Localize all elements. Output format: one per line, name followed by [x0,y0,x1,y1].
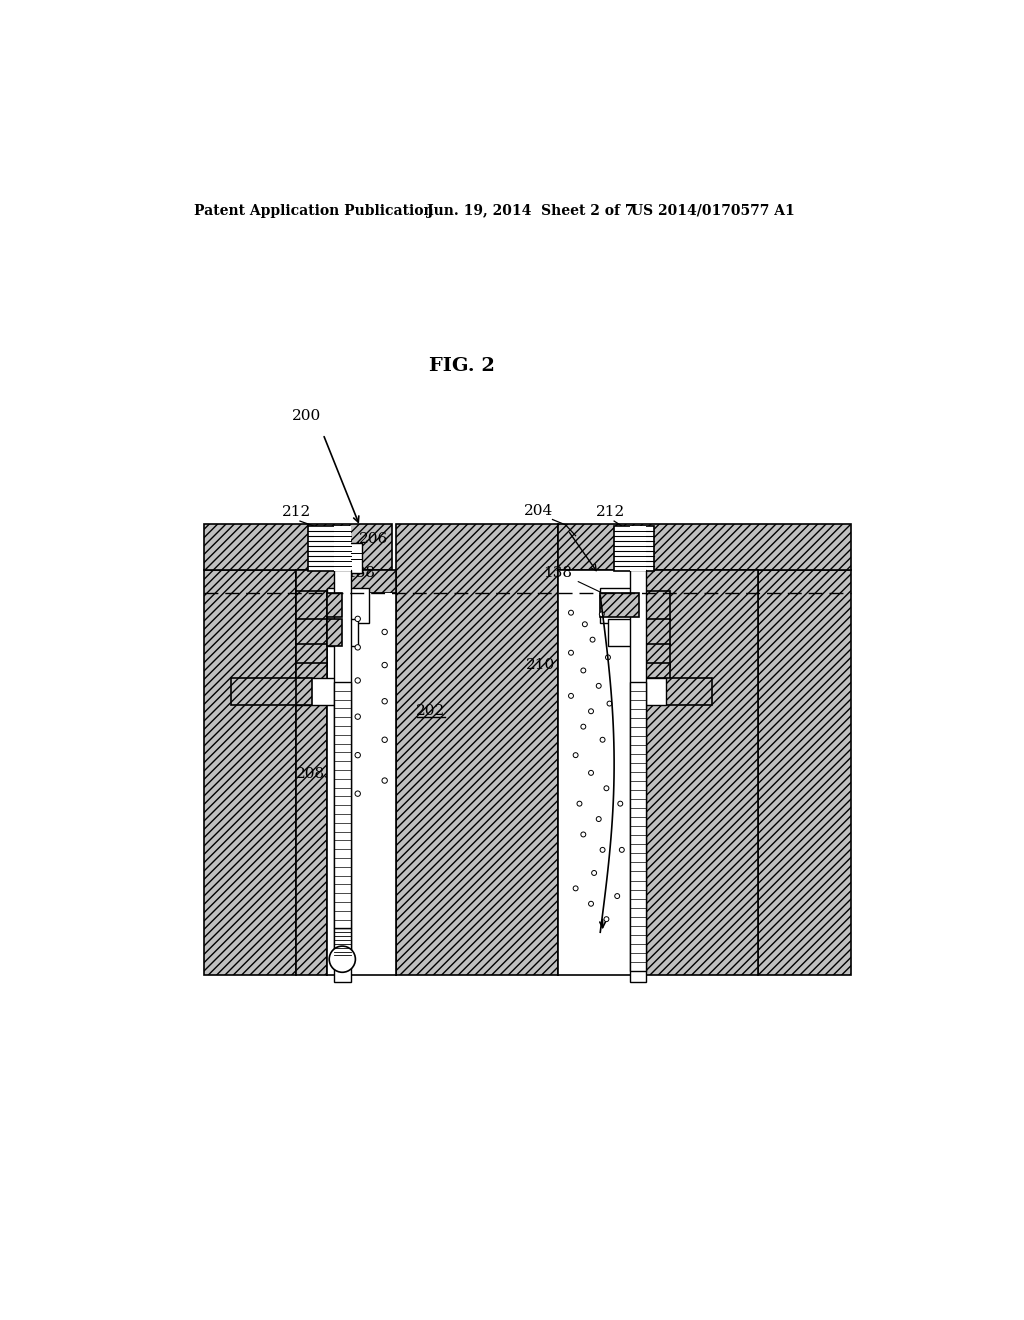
Text: 206: 206 [358,532,388,545]
Circle shape [600,847,605,853]
Text: FIG. 2: FIG. 2 [429,358,495,375]
Circle shape [573,752,579,758]
Text: 116: 116 [298,659,328,672]
Text: 138: 138 [346,566,375,579]
Circle shape [355,752,360,758]
Bar [204,570,296,974]
Bar [334,527,351,572]
Bar [334,570,351,982]
Bar [334,928,351,960]
Circle shape [620,847,625,853]
Bar [296,678,311,705]
Bar [296,678,335,705]
Bar [558,570,639,974]
Bar [639,619,670,645]
Circle shape [581,725,586,729]
Bar [558,524,851,570]
Circle shape [355,714,360,719]
Circle shape [573,886,579,891]
Bar [630,682,646,970]
Bar [296,591,327,620]
Bar [608,619,639,645]
Bar [230,678,300,705]
Circle shape [330,946,355,973]
Circle shape [599,611,604,616]
Bar [296,644,327,667]
Text: 200: 200 [292,409,322,424]
Text: 202: 202 [416,705,445,718]
Circle shape [600,738,605,742]
Circle shape [589,771,594,775]
Bar [630,527,646,572]
Bar [334,682,351,928]
Bar [639,678,712,705]
Circle shape [568,651,573,655]
Bar [327,589,370,623]
Circle shape [604,785,609,791]
Text: 138: 138 [543,566,571,579]
Bar [296,619,327,645]
Text: 204: 204 [524,504,553,517]
Bar [396,524,558,974]
Bar [639,678,666,705]
Circle shape [596,684,601,688]
Circle shape [607,701,612,706]
Circle shape [382,737,387,742]
Circle shape [604,916,609,921]
Bar [600,589,639,623]
Bar [614,527,654,572]
Circle shape [355,644,360,649]
Bar [639,663,670,682]
Circle shape [596,817,601,821]
Bar [204,524,392,570]
Circle shape [589,902,594,907]
Circle shape [617,801,623,807]
Bar [639,591,670,620]
Bar [327,619,357,645]
Bar [296,663,327,682]
Circle shape [382,698,387,704]
Bar [348,544,362,573]
Circle shape [589,709,594,714]
Text: 208: 208 [296,767,326,781]
Text: 212: 212 [596,504,626,519]
Circle shape [583,622,588,627]
Text: 212: 212 [282,504,310,519]
Circle shape [592,870,597,875]
Circle shape [568,610,573,615]
Text: Jun. 19, 2014  Sheet 2 of 7: Jun. 19, 2014 Sheet 2 of 7 [427,203,635,218]
Bar [758,570,851,974]
Circle shape [382,777,387,783]
Circle shape [355,677,360,684]
Circle shape [568,693,573,698]
Circle shape [590,638,595,642]
Text: 210: 210 [526,659,556,672]
Circle shape [577,801,582,807]
Circle shape [355,791,360,796]
Circle shape [382,630,387,635]
Bar [630,570,646,982]
Circle shape [382,663,387,668]
Circle shape [614,894,620,899]
Bar [307,527,348,572]
Circle shape [581,832,586,837]
Circle shape [355,616,360,622]
Bar [639,570,758,974]
Bar [327,594,396,974]
Text: Patent Application Publication: Patent Application Publication [194,203,433,218]
Bar [327,594,342,616]
Circle shape [605,655,610,660]
Bar [600,594,639,616]
Text: US 2014/0170577 A1: US 2014/0170577 A1 [631,203,795,218]
Bar [296,570,327,974]
Bar [296,570,396,594]
Bar [639,644,670,667]
Bar [327,619,342,645]
Circle shape [581,668,586,673]
